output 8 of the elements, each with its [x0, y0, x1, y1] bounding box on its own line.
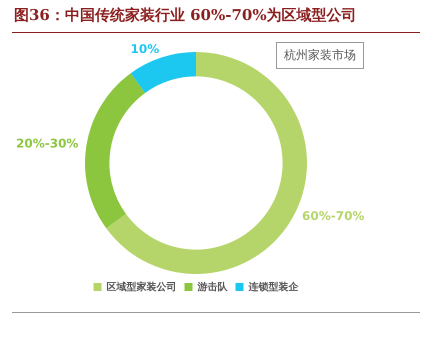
- legend-label: 连锁型装企: [248, 280, 300, 293]
- text: 10%: [130, 42, 160, 56]
- text: 20%-30%: [16, 136, 78, 151]
- text: 杭州家装市场: [276, 42, 364, 69]
- chart-title: 图36：中国传统家装行业 60%-70%为区域型公司: [14, 6, 357, 25]
- text: 60%-70%: [302, 209, 364, 224]
- legend-label: 游击队: [196, 280, 228, 293]
- legend-label: 区域型家装公司: [106, 280, 176, 293]
